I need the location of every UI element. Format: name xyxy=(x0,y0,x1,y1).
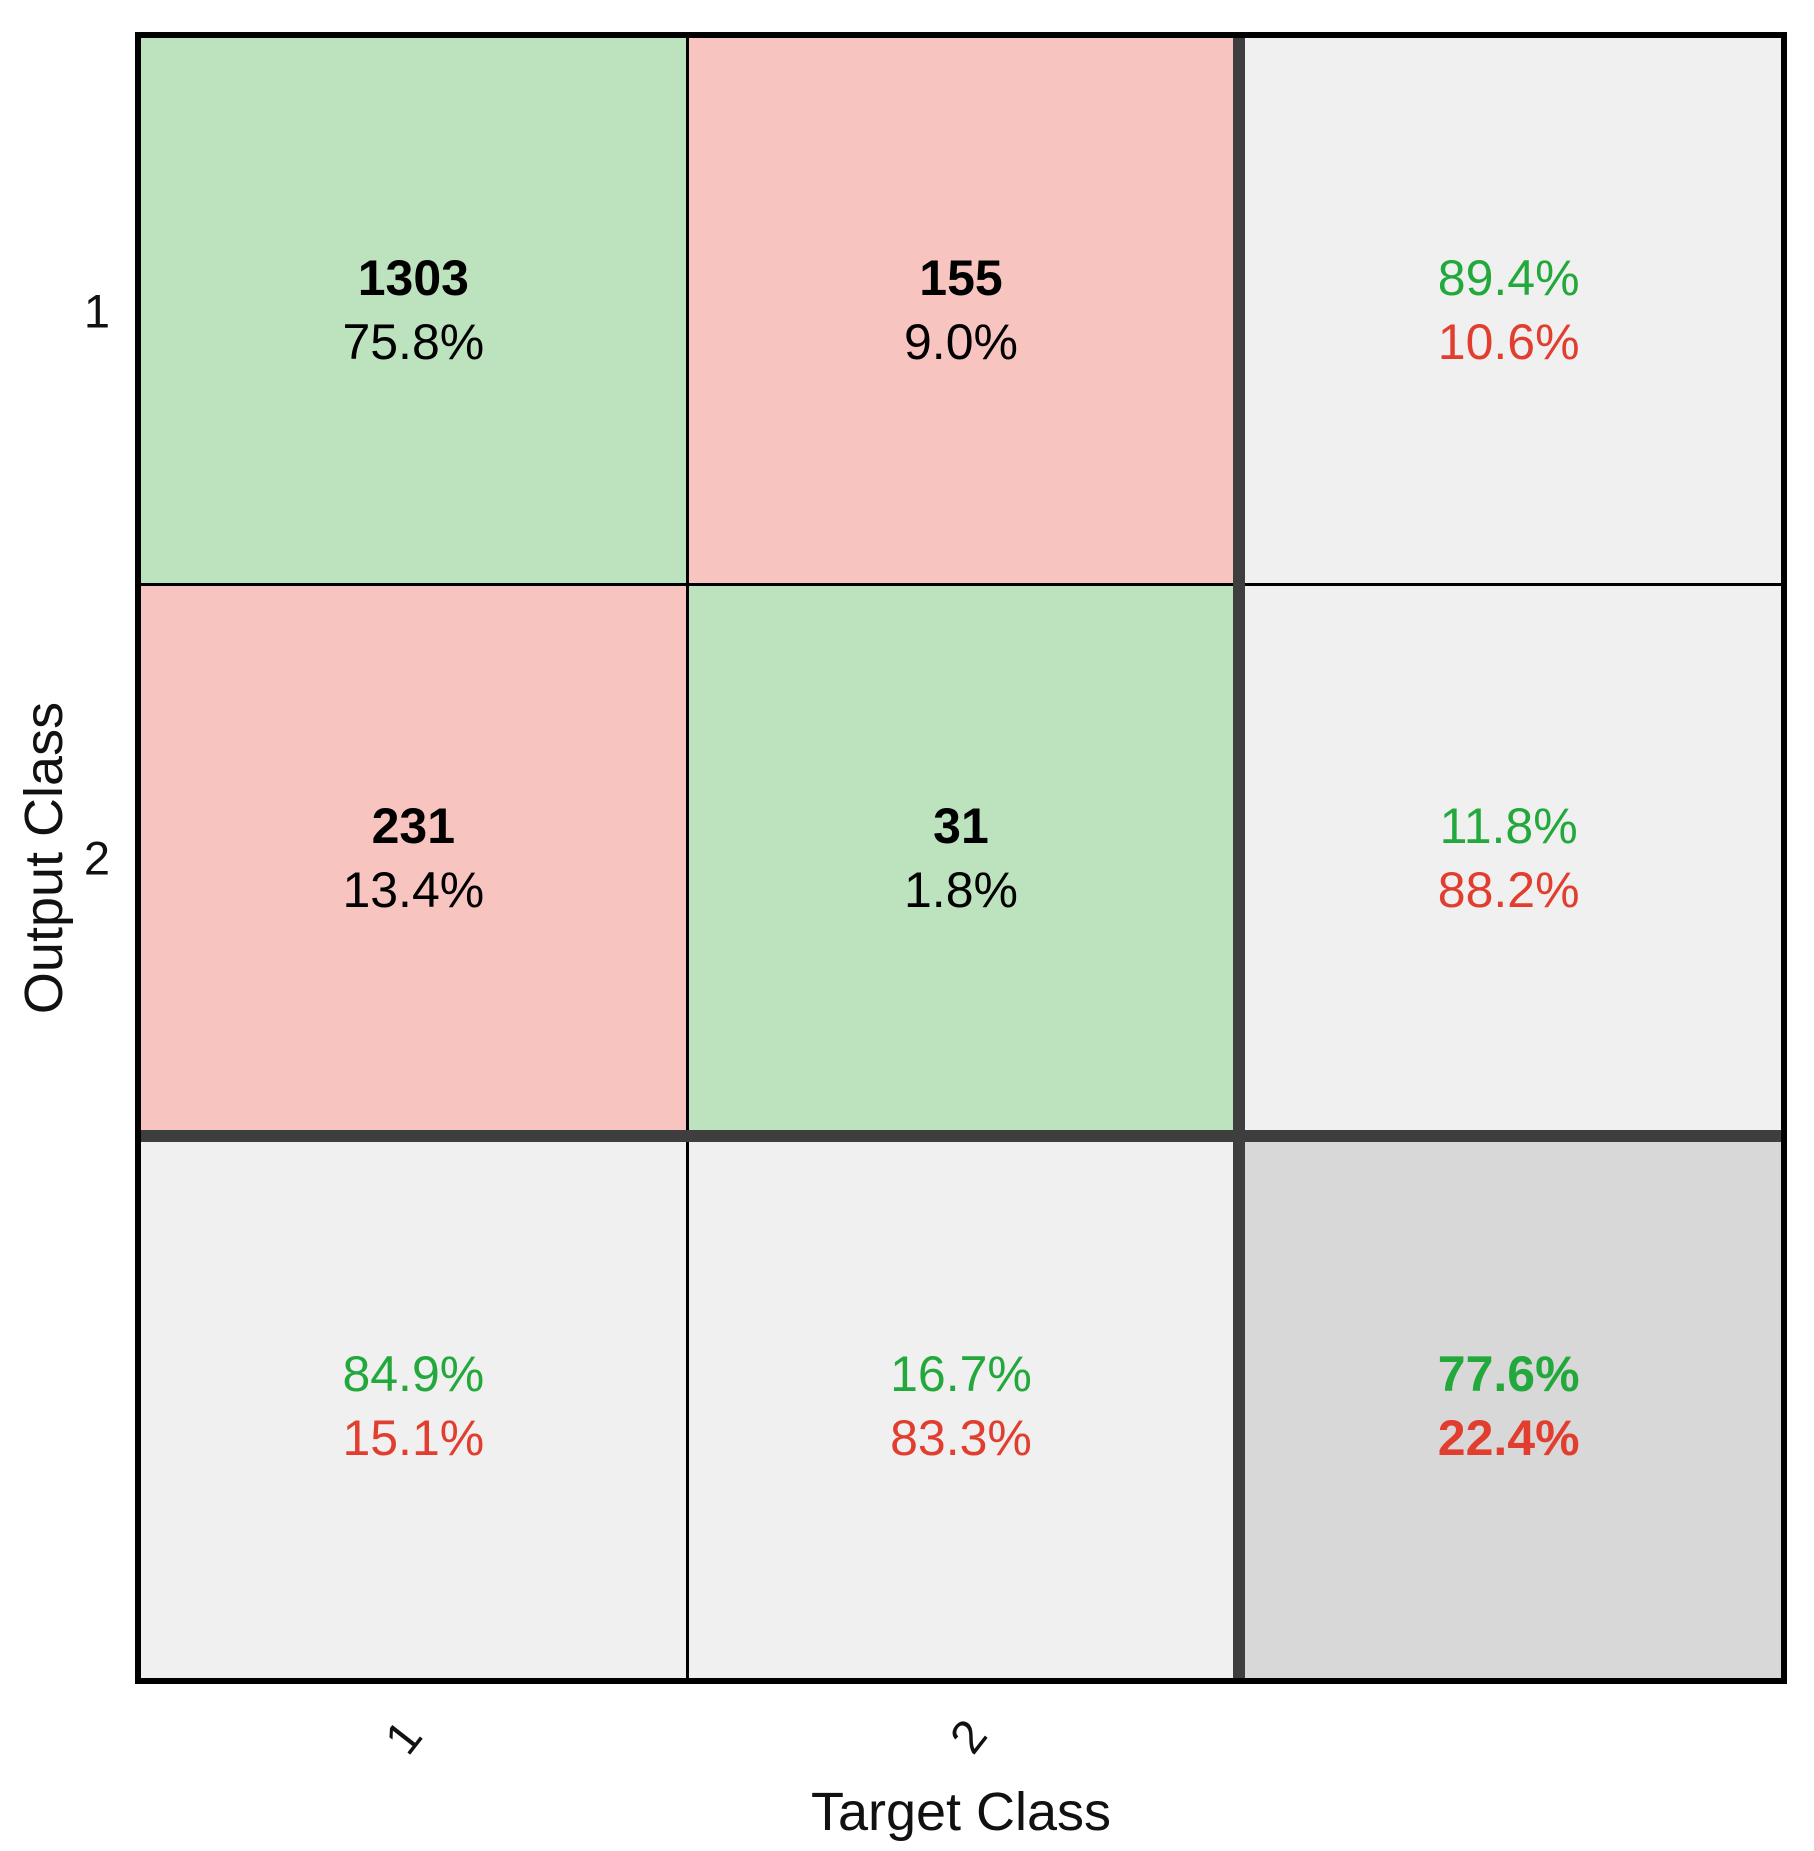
summary-positive-percent: 89.4% xyxy=(1437,250,1580,307)
summary-positive-percent: 16.7% xyxy=(890,1345,1032,1402)
cell-percent: 9.0% xyxy=(904,314,1018,371)
x-tick-label-1: 1 xyxy=(374,1710,432,1764)
summary-positive-percent: 11.8% xyxy=(1439,797,1578,854)
cell-output2-target1: 231 13.4% xyxy=(141,585,686,1131)
col-summary-target1: 84.9% 15.1% xyxy=(141,1133,686,1678)
summary-negative-percent: 10.6% xyxy=(1437,314,1580,371)
overall-accuracy-cell: 77.6% 22.4% xyxy=(1236,1133,1781,1678)
matrix-grid: 1303 75.8% 155 9.0% 89.4% 10.6% 231 13.4… xyxy=(141,38,1781,1678)
x-tick-label-2: 2 xyxy=(939,1709,997,1763)
summary-positive-percent: 84.9% xyxy=(342,1345,485,1402)
summary-row-separator xyxy=(141,1130,1781,1142)
summary-column-separator xyxy=(1233,38,1245,1678)
summary-negative-percent: 88.2% xyxy=(1437,861,1580,918)
cell-output1-target2: 155 9.0% xyxy=(688,38,1234,583)
cell-percent: 13.4% xyxy=(342,861,485,918)
row-summary-output1: 89.4% 10.6% xyxy=(1236,38,1781,583)
x-axis-label: Target Class xyxy=(810,1782,1112,1842)
cell-count: 1303 xyxy=(357,250,469,307)
cell-count: 155 xyxy=(919,250,1003,307)
summary-negative-percent: 15.1% xyxy=(342,1409,485,1466)
cell-output1-target1: 1303 75.8% xyxy=(141,38,686,583)
cell-output2-target2: 31 1.8% xyxy=(688,585,1234,1131)
col-summary-target2: 16.7% 83.3% xyxy=(688,1133,1234,1678)
cell-count: 31 xyxy=(933,797,989,854)
row-summary-output2: 11.8% 88.2% xyxy=(1236,585,1781,1131)
cell-percent: 75.8% xyxy=(342,314,485,371)
cell-percent: 1.8% xyxy=(904,861,1018,918)
summary-negative-percent: 83.3% xyxy=(890,1409,1032,1466)
cell-count: 231 xyxy=(371,797,456,854)
y-tick-label-2: 2 xyxy=(83,831,110,885)
overall-accuracy-percent: 77.6% xyxy=(1437,1345,1580,1402)
overall-error-percent: 22.4% xyxy=(1437,1409,1580,1466)
y-tick-label-1: 1 xyxy=(83,284,110,338)
matrix-plot-area: 1303 75.8% 155 9.0% 89.4% 10.6% 231 13.4… xyxy=(135,32,1787,1684)
